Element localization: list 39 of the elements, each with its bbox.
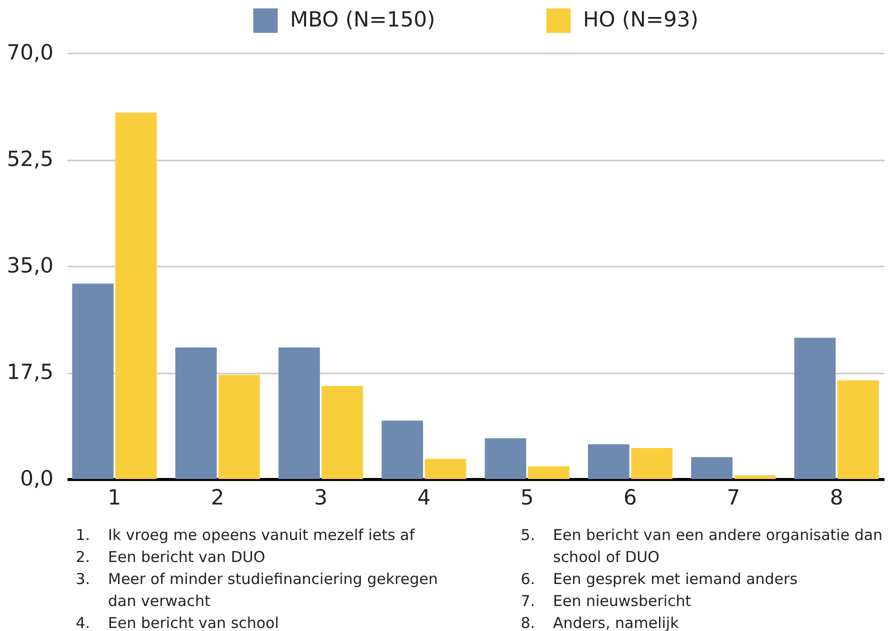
text: 1. Ik vroeg me opeens vanuit mezelf iets af	[76, 526, 415, 544]
legend-label: MBO (N=150)	[290, 8, 436, 32]
bar	[72, 284, 114, 479]
text: 6. Een gesprek met iemand anders	[520, 570, 798, 588]
x-tick-label: 6	[624, 486, 637, 510]
y-tick-label: 17,5	[6, 360, 54, 384]
x-tick-label: 8	[830, 486, 844, 510]
text: 8. Anders, namelijk	[520, 614, 679, 631]
text: 2. Een bericht van DUO	[76, 548, 266, 566]
y-tick-label: 70,0	[6, 40, 54, 64]
x-tick-label: 2	[210, 486, 224, 510]
bar	[218, 374, 260, 479]
legend-label: HO (N=93)	[583, 8, 698, 32]
bar	[528, 466, 570, 479]
y-tick-label: 0,0	[20, 466, 54, 490]
bar	[588, 444, 630, 479]
bar	[278, 348, 320, 479]
x-tick-label: 5	[520, 486, 534, 510]
y-tick-label: 52,5	[6, 147, 54, 171]
bar	[734, 475, 776, 479]
bar	[837, 380, 879, 479]
x-tick-label: 7	[726, 486, 740, 510]
bar	[631, 448, 673, 479]
bar	[175, 348, 217, 479]
text: 5. Een bericht van een andere organisatie dan school of DUO	[520, 526, 883, 566]
x-tick-label: 3	[314, 486, 328, 510]
y-tick-label: 35,0	[6, 254, 54, 278]
text: 3. Meer of minder studiefinanciering gekregen dan verwacht	[76, 570, 438, 610]
bar	[794, 338, 836, 479]
text: 4. Een bericht van school	[76, 614, 279, 631]
bar	[691, 457, 733, 479]
bar	[115, 112, 157, 479]
bar	[322, 386, 364, 479]
bar	[484, 438, 526, 479]
text: 7. Een nieuwsbericht	[520, 592, 692, 610]
x-tick-label: 4	[417, 486, 431, 510]
bar	[424, 458, 466, 479]
bar	[382, 420, 424, 479]
x-tick-label: 1	[108, 486, 122, 510]
